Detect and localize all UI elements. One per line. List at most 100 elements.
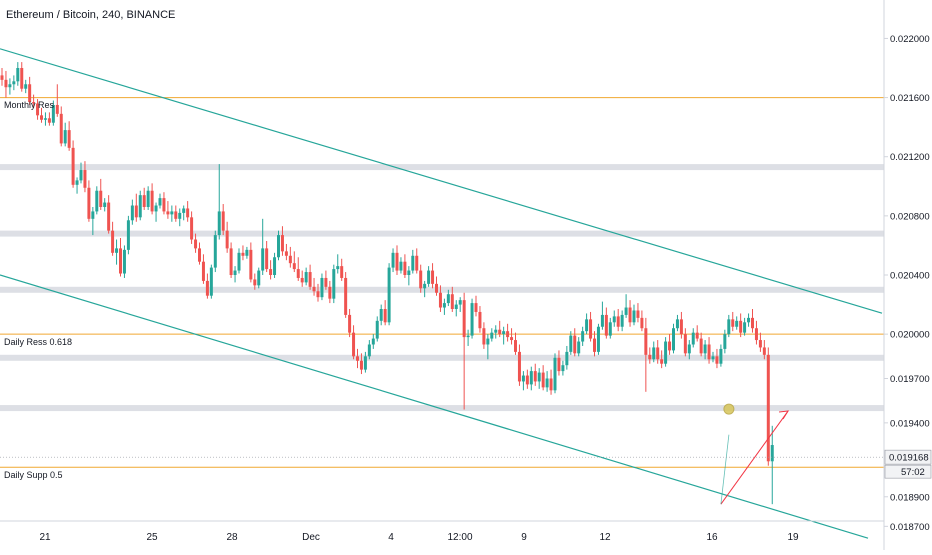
candle-body [79, 170, 83, 181]
candle [545, 371, 549, 392]
candle [126, 215, 130, 255]
candle-body [466, 335, 470, 338]
candle-body [731, 319, 735, 327]
candle [608, 317, 612, 339]
candle [107, 195, 111, 234]
candle-body [435, 283, 438, 293]
candle [593, 331, 596, 357]
candle-body [201, 261, 205, 281]
candle-body [719, 348, 723, 364]
candle [395, 245, 399, 275]
candle [332, 264, 336, 304]
candle-body [743, 322, 747, 333]
candle-body [636, 310, 640, 318]
candle-body [766, 354, 770, 462]
candle [735, 316, 739, 330]
candle [723, 329, 727, 354]
projection-arrowhead [778, 410, 790, 420]
candle-body [359, 360, 363, 370]
candle-body [284, 251, 288, 256]
candle [770, 425, 774, 505]
candle-body [63, 130, 67, 144]
candle-body [344, 277, 348, 315]
candle [652, 341, 656, 363]
candle [59, 106, 63, 147]
candle [367, 340, 371, 360]
candle [687, 340, 691, 360]
candle-body [640, 317, 644, 329]
candle-body [205, 280, 209, 296]
candle [265, 240, 269, 273]
candle-body [502, 331, 506, 335]
candle [699, 332, 703, 357]
candle-body [292, 263, 296, 270]
projection-arrow [720, 410, 789, 505]
candle [470, 298, 474, 339]
candle-body [111, 230, 115, 253]
candle [182, 205, 186, 221]
candle-body [28, 84, 32, 103]
candle [411, 249, 415, 274]
candle-body [47, 118, 51, 123]
x-tick-label: 9 [521, 532, 527, 543]
projection-path [720, 434, 730, 505]
candle-body [758, 340, 762, 348]
candle-body [209, 267, 213, 296]
candle [383, 300, 387, 326]
candle-body [308, 272, 312, 287]
candle [486, 334, 490, 360]
candle-body [391, 252, 395, 268]
candle [589, 311, 593, 342]
candle [269, 260, 273, 280]
candle-body [478, 311, 482, 329]
candle [253, 273, 257, 290]
candle [557, 350, 561, 376]
candle-body [233, 270, 237, 275]
candle-body [43, 118, 47, 120]
y-tick-label: 0.020800 [890, 211, 930, 222]
candle [158, 193, 162, 209]
candle [221, 204, 225, 236]
candle [134, 193, 138, 222]
candle [28, 76, 32, 105]
candle-body [419, 270, 423, 289]
candle-body [723, 334, 727, 349]
candle [446, 289, 450, 307]
candle-body [675, 319, 679, 329]
candle [20, 62, 24, 92]
candle-body [24, 84, 28, 89]
candle-body [0, 75, 4, 80]
candle [119, 238, 122, 277]
candle [612, 310, 616, 327]
candle-body [407, 270, 411, 275]
candle-body [561, 365, 565, 372]
candle-body [4, 79, 8, 88]
candle [79, 162, 83, 184]
candle-body [142, 195, 146, 207]
x-tick-label: 12 [599, 532, 611, 543]
candle [91, 206, 95, 236]
candle-body [403, 261, 407, 275]
candle-body [431, 270, 435, 284]
candle [284, 243, 288, 261]
candle-body [375, 320, 379, 339]
candle-body [87, 187, 91, 219]
candle [766, 347, 770, 466]
candle [292, 251, 296, 273]
candle-body [514, 340, 517, 352]
candle [458, 297, 462, 312]
candle-body [324, 277, 328, 287]
candle-body [747, 317, 751, 323]
candle [675, 314, 679, 332]
candle [387, 263, 391, 326]
candle [391, 248, 395, 273]
candle-body [664, 341, 668, 364]
candle-body [245, 249, 249, 256]
candle [644, 317, 648, 392]
candle [549, 369, 553, 395]
candle [142, 187, 146, 210]
candle-body [739, 320, 743, 333]
candle-body [533, 371, 537, 382]
y-tick-label: 0.021600 [890, 93, 930, 104]
candle-body [241, 252, 245, 256]
